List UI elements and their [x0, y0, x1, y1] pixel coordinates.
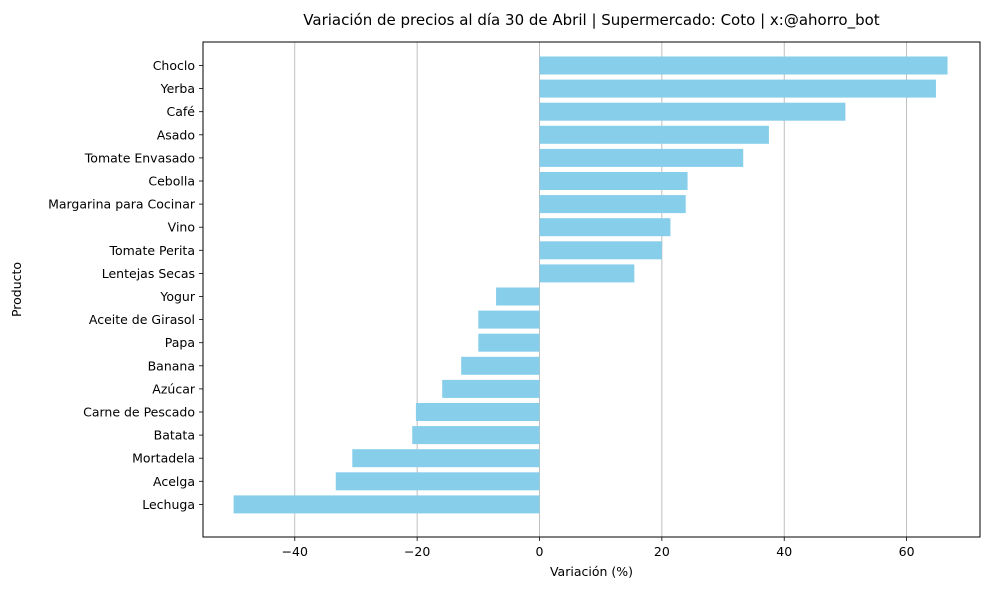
y-tick-label: Papa [165, 335, 195, 350]
y-tick-label: Cebolla [148, 174, 195, 189]
bar-batata [412, 426, 540, 445]
y-tick-label: Choclo [153, 58, 195, 73]
bar-yerba [539, 79, 936, 98]
bar-acelga [335, 472, 540, 491]
y-tick-label: Tomate Envasado [84, 150, 195, 165]
bar-papa [478, 333, 540, 352]
bar-banana [461, 356, 540, 375]
y-tick-label: Asado [157, 127, 195, 142]
bar-vino [539, 218, 671, 237]
chart-title: Variación de precios al día 30 de Abril … [303, 11, 880, 30]
x-tick-label: −40 [282, 544, 308, 559]
bar-cafe [539, 102, 846, 121]
x-axis-label: Variación (%) [550, 564, 633, 579]
bar-azucar [442, 379, 540, 398]
bar-cebolla [539, 172, 688, 190]
x-tick-label: −20 [404, 544, 430, 559]
bar-yogur [496, 287, 540, 306]
y-tick-label: Mortadela [132, 451, 195, 466]
x-axis-ticks: −40 −20 0 20 40 60 [282, 537, 915, 559]
y-tick-label: Yogur [159, 289, 195, 304]
y-tick-label: Azúcar [152, 381, 196, 396]
bars [233, 56, 948, 514]
y-tick-label: Banana [148, 358, 195, 373]
bar-aceite-de-girasol [478, 310, 540, 329]
y-tick-label: Café [167, 104, 196, 119]
bar-carne-de-pescado [415, 403, 540, 421]
bar-margarina-para-cocinar [539, 195, 686, 214]
y-tick-label: Lentejas Secas [102, 266, 195, 281]
x-tick-label: 60 [899, 544, 915, 559]
y-tick-label: Tomate Perita [108, 243, 195, 258]
y-tick-label: Aceite de Girasol [89, 312, 195, 327]
y-axis-ticks: Choclo Yerba Café Asado Tomate Envasado Cebol… [48, 58, 203, 512]
bar-mortadela [352, 449, 540, 468]
y-tick-label: Batata [154, 428, 195, 443]
x-tick-label: 0 [536, 544, 544, 559]
y-tick-label: Margarina para Cocinar [48, 197, 196, 212]
y-tick-label: Yerba [160, 81, 195, 96]
bar-tomate-perita [539, 241, 662, 260]
bar-choclo [539, 56, 948, 75]
bar-tomate-envasado [539, 148, 744, 167]
bar-asado [539, 125, 769, 144]
x-tick-label: 20 [654, 544, 670, 559]
y-tick-label: Acelga [153, 474, 195, 489]
y-tick-label: Lechuga [142, 497, 195, 512]
bar-lechuga [233, 495, 540, 514]
y-tick-label: Vino [168, 220, 195, 235]
x-tick-label: 40 [776, 544, 792, 559]
bar-lentejas-secas [539, 264, 635, 283]
y-axis-label: Producto [9, 262, 24, 317]
y-tick-label: Carne de Pescado [83, 405, 195, 420]
plot-frame [202, 41, 981, 538]
